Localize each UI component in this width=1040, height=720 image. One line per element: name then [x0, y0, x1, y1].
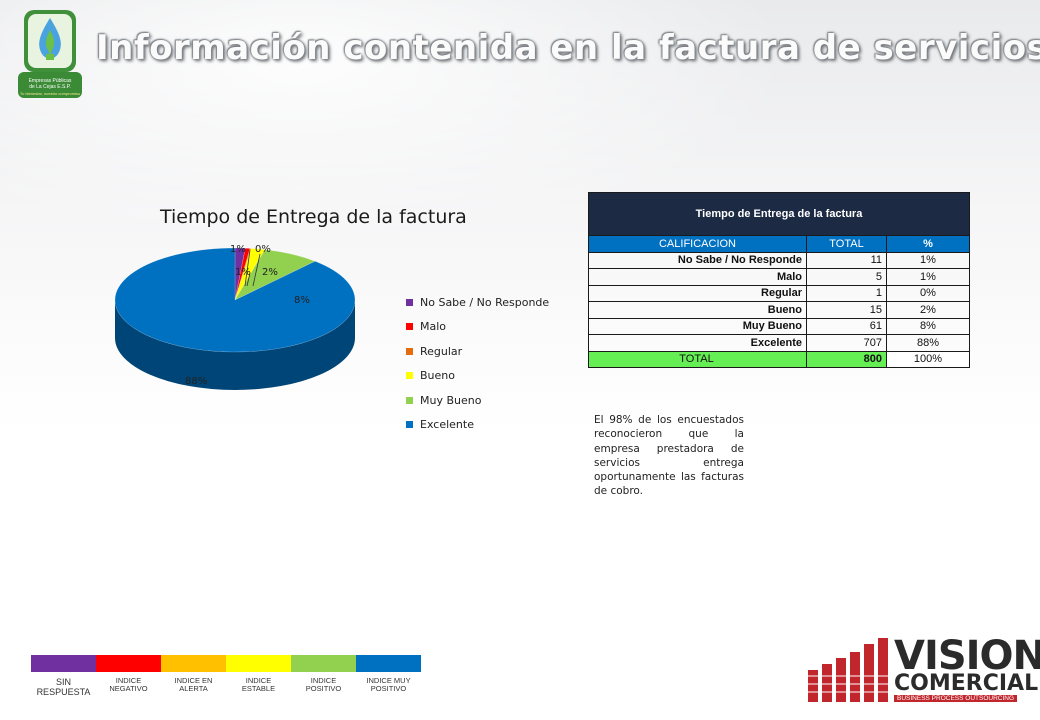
leader-line-0	[244, 249, 251, 287]
pie-slice-4	[234, 249, 316, 301]
legend-swatch	[406, 396, 413, 404]
scale-item-muy-positivo: INDICE MUY POSITIVO	[356, 655, 421, 697]
data-label-5: 88%	[185, 376, 207, 387]
summary-text: El 98% de los encuestados reconocieron q…	[594, 414, 744, 498]
data-label-2: 0%	[255, 244, 271, 255]
row-total: 5	[806, 268, 887, 286]
index-scale: SIN RESPUESTA INDICE NEGATIVO INDICE EN …	[31, 655, 421, 697]
row-total: 707	[806, 334, 887, 352]
table-title: Tiempo de Entrega de la factura	[588, 192, 970, 236]
table-row: Regular 1 0%	[588, 284, 970, 302]
brand-name: VISION	[894, 633, 1040, 679]
table-row: Excelente 707 88%	[588, 334, 970, 352]
row-total: 11	[806, 251, 887, 269]
row-pct: 1%	[886, 251, 970, 269]
row-pct: 2%	[886, 301, 970, 319]
company-logo: Empresas Públicas de La Cejas E.S.P. Tu …	[18, 10, 82, 98]
brand-logo: VISION COMERCIAL BUSINESS PROCESS OUTSOU…	[806, 636, 1040, 706]
data-label-3: 2%	[262, 267, 278, 278]
scale-label: INDICE MUY POSITIVO	[366, 676, 411, 693]
slide-title: Información contenida en la factura de s…	[96, 28, 1040, 68]
row-label: Muy Bueno	[588, 317, 807, 335]
row-label: Bueno	[588, 301, 807, 319]
scale-item-positivo: INDICE POSITIVO	[291, 655, 356, 697]
table-row: Bueno 15 2%	[588, 301, 970, 319]
scale-label: INDICE NEGATIVO	[109, 676, 148, 693]
pie-slice-side-5	[115, 300, 355, 390]
legend-item-malo: Malo	[406, 315, 576, 340]
bar-chart-logo-icon	[806, 638, 890, 702]
pie-slice-2	[234, 248, 252, 301]
chart-title: Tiempo de Entrega de la factura	[160, 206, 467, 228]
scale-bar	[226, 655, 291, 672]
legend-swatch	[406, 347, 413, 355]
scale-item-sin-respuesta: SIN RESPUESTA	[31, 655, 96, 697]
pie-slice-0	[234, 247, 246, 301]
pie-slice-5	[114, 247, 356, 353]
legend-item-regular: Regular	[406, 339, 576, 364]
legend-swatch	[406, 372, 413, 380]
row-total: 1	[806, 284, 887, 302]
total-label: TOTAL	[588, 350, 807, 368]
row-label: No Sabe / No Responde	[588, 251, 807, 269]
legend-label: Muy Bueno	[420, 393, 482, 407]
data-label-1: 1%	[235, 267, 251, 278]
table-row: No Sabe / No Responde 11 1%	[588, 251, 970, 269]
scale-label: INDICE ESTABLE	[241, 676, 276, 693]
data-label-4: 8%	[294, 295, 310, 306]
legend-label: Bueno	[420, 369, 455, 383]
legend-label: Regular	[420, 344, 463, 358]
logo-line-2: de La Cejas E.S.P.	[29, 84, 71, 90]
scale-bar	[356, 655, 421, 672]
col-header-pct: %	[886, 235, 970, 253]
row-label: Regular	[588, 284, 807, 302]
pie-chart: 1% 1% 0% 2% 8% 88%	[114, 244, 356, 390]
col-header-total: TOTAL	[806, 235, 887, 253]
pie-slice-1	[234, 247, 251, 301]
leader-line-1	[246, 272, 251, 287]
row-label: Excelente	[588, 334, 807, 352]
total-pct: 100%	[886, 350, 970, 368]
results-table: Tiempo de Entrega de la factura CALIFICA…	[588, 192, 970, 368]
table-total-row: TOTAL 800 100%	[588, 350, 970, 368]
scale-item-negativo: INDICE NEGATIVO	[96, 655, 161, 697]
chart-legend: No Sabe / No Responde Malo Regular Bueno…	[406, 290, 576, 437]
row-pct: 0%	[886, 284, 970, 302]
scale-bar	[291, 655, 356, 672]
table-row: Muy Bueno 61 8%	[588, 317, 970, 335]
brand-tagline: BUSINESS PROCESS OUTSOURCING	[894, 695, 1018, 702]
row-pct: 1%	[886, 268, 970, 286]
row-label: Malo	[588, 268, 807, 286]
legend-item-no-sabe: No Sabe / No Responde	[406, 290, 576, 315]
scale-item-alerta: INDICE EN ALERTA	[161, 655, 226, 697]
scale-label: INDICE EN ALERTA	[174, 676, 213, 693]
legend-swatch	[406, 298, 413, 306]
scale-bar	[96, 655, 161, 672]
legend-label: No Sabe / No Responde	[420, 295, 550, 309]
legend-swatch	[406, 323, 413, 331]
logo-line-1: Empresas Públicas	[29, 78, 72, 84]
legend-item-excelente: Excelente	[406, 413, 576, 438]
row-pct: 8%	[886, 317, 970, 335]
legend-label: Malo	[420, 320, 447, 334]
legend-label: Excelente	[420, 418, 474, 432]
row-total: 15	[806, 301, 887, 319]
scale-bar	[161, 655, 226, 672]
row-total: 61	[806, 317, 887, 335]
logo-tagline: Tu bienestar, nuestro compromiso	[20, 91, 81, 96]
data-label-0: 1%	[230, 244, 246, 255]
total-value: 800	[806, 350, 887, 368]
col-header-calificacion: CALIFICACION	[588, 235, 807, 253]
scale-label: SIN RESPUESTA	[36, 677, 91, 697]
legend-swatch	[406, 421, 413, 429]
scale-item-estable: INDICE ESTABLE	[226, 655, 291, 697]
row-pct: 88%	[886, 334, 970, 352]
legend-item-bueno: Bueno	[406, 364, 576, 389]
table-row: Malo 5 1%	[588, 268, 970, 286]
legend-item-muy-bueno: Muy Bueno	[406, 388, 576, 413]
leader-line-2	[252, 253, 261, 287]
brand-sub: COMERCIAL	[894, 671, 1039, 696]
scale-bar	[31, 655, 96, 672]
scale-label: INDICE POSITIVO	[305, 676, 342, 693]
